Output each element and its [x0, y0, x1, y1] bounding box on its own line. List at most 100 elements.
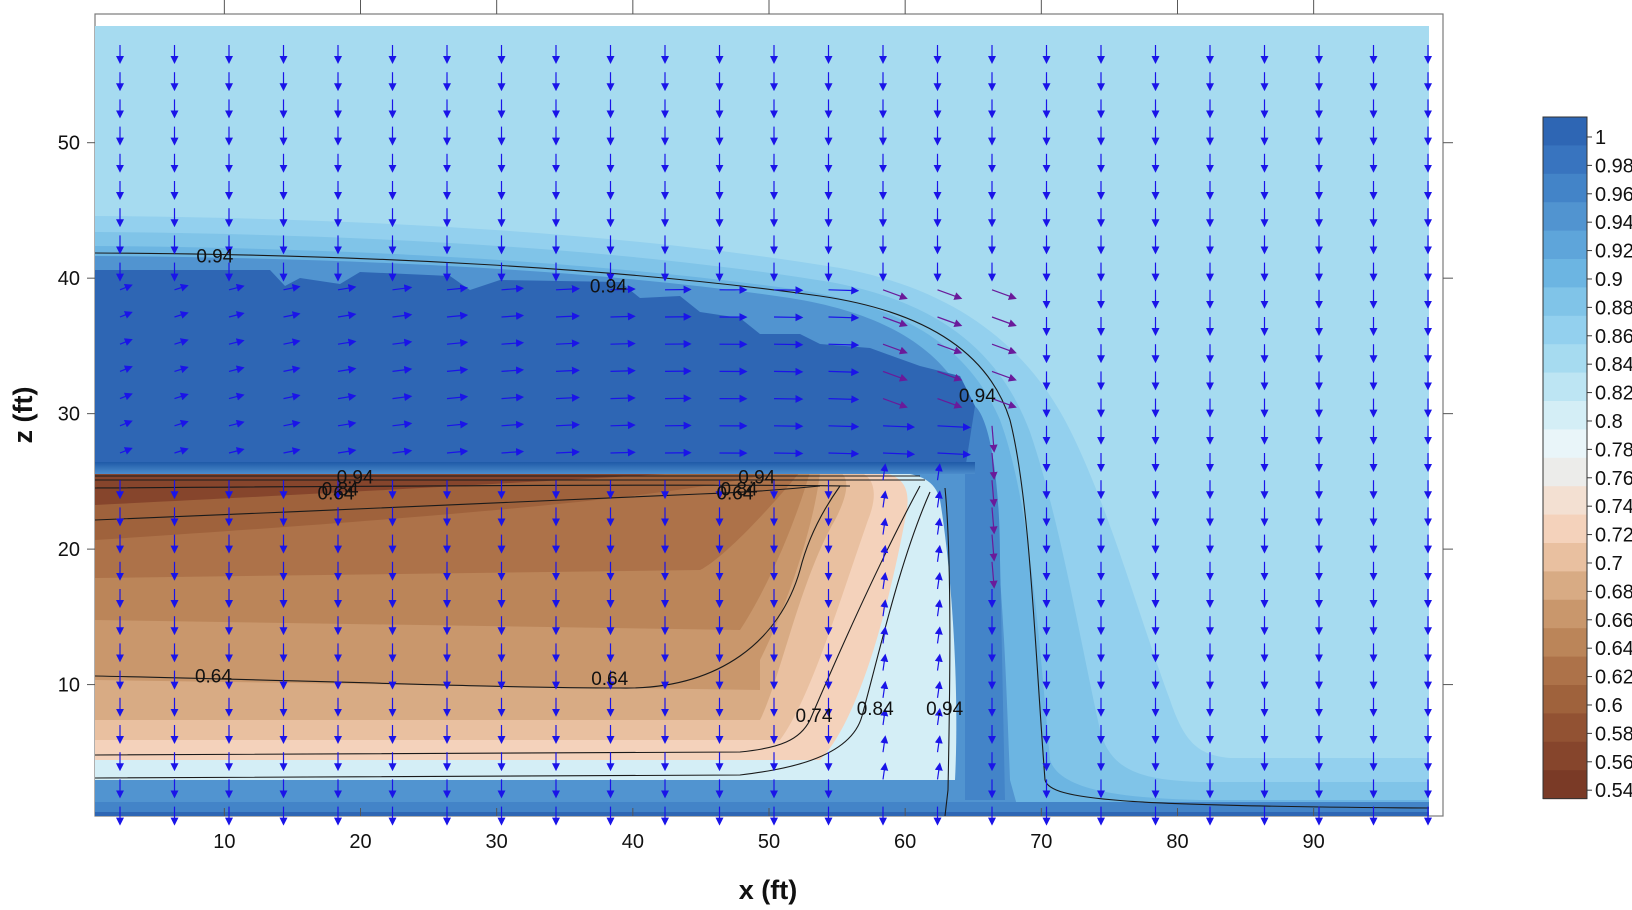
colorbar-swatch	[1543, 230, 1587, 260]
velocity-arrow	[174, 419, 189, 428]
velocity-arrow	[937, 423, 971, 432]
velocity-arrow	[882, 316, 908, 328]
velocity-arrow	[501, 311, 525, 320]
colorbar-swatch	[1543, 685, 1587, 714]
velocity-arrow	[174, 338, 189, 346]
colorbar-swatch	[1543, 457, 1587, 487]
colorbar-swatch	[1543, 202, 1587, 232]
colorbar-swatch	[1543, 315, 1587, 345]
colorbar-label: 0.76	[1595, 468, 1632, 490]
velocity-arrow	[610, 448, 636, 457]
colorbar-label: 0.8	[1595, 411, 1623, 433]
colorbar-label: 0.72	[1595, 525, 1632, 547]
colorbar-label: 0.96	[1595, 184, 1632, 206]
velocity-arrow	[882, 398, 908, 409]
velocity-arrow	[880, 463, 889, 481]
velocity-arrow	[555, 421, 580, 430]
velocity-arrow	[119, 311, 133, 319]
velocity-arrow	[934, 653, 943, 671]
colorbar-label: 0.62	[1595, 667, 1632, 689]
velocity-arrow	[610, 312, 636, 321]
fill-bottom-edge	[95, 812, 1429, 816]
velocity-arrow	[828, 449, 860, 458]
velocity-arrow	[501, 284, 525, 293]
colorbar-label: 0.92	[1595, 241, 1632, 263]
velocity-arrow	[882, 343, 908, 355]
velocity-arrow	[501, 366, 525, 375]
colorbar-swatch	[1543, 741, 1587, 771]
colorbar-label: 0.86	[1595, 326, 1632, 348]
velocity-arrow	[228, 392, 245, 401]
colorbar-swatch	[1543, 401, 1587, 430]
colorbar-swatch	[1543, 173, 1587, 203]
colorbar-label: 0.88	[1595, 297, 1632, 319]
velocity-arrow	[501, 420, 525, 429]
colorbar-label: 0.98	[1595, 155, 1632, 177]
velocity-arrow	[228, 365, 245, 374]
velocity-arrow	[880, 653, 889, 671]
velocity-arrow	[446, 284, 469, 293]
velocity-arrow	[555, 366, 580, 375]
contour-line-094-top	[95, 252, 1430, 809]
colorbar-label: 0.56	[1595, 752, 1632, 774]
velocity-arrow	[119, 338, 133, 346]
colorbar-label: 1	[1595, 127, 1606, 149]
velocity-arrow	[934, 463, 943, 481]
velocity-arrow	[555, 448, 580, 457]
velocity-arrow	[555, 339, 580, 348]
velocity-arrow	[555, 393, 580, 402]
colorbar-label: 0.68	[1595, 581, 1632, 603]
colorbar-swatch	[1543, 259, 1587, 288]
velocity-arrow	[174, 283, 189, 292]
velocity-arrow	[174, 311, 189, 319]
colorbar-label: 0.66	[1595, 610, 1632, 632]
velocity-arrow	[283, 338, 301, 347]
contour-label: 0.84	[721, 480, 758, 501]
contour-label: 0.64	[195, 666, 232, 687]
velocity-arrow	[934, 735, 943, 753]
velocity-arrow	[337, 338, 357, 347]
velocity-arrow	[880, 680, 889, 698]
colorbar-label: 0.82	[1595, 383, 1632, 405]
colorbar-swatch	[1543, 571, 1587, 601]
velocity-arrow	[228, 447, 245, 455]
velocity-arrow	[937, 398, 963, 409]
velocity-arrow	[937, 450, 971, 459]
colorbar-swatch	[1543, 145, 1587, 175]
colorbar-swatch	[1543, 514, 1587, 544]
velocity-arrow	[283, 311, 301, 320]
velocity-arrow	[392, 393, 413, 402]
velocity-arrow	[880, 735, 889, 753]
contour-label: 0.74	[795, 706, 832, 727]
fill-core	[95, 270, 975, 462]
velocity-arrow	[228, 419, 245, 428]
y-axis-title: z (ft)	[8, 387, 38, 444]
colorbar-swatch	[1543, 429, 1587, 459]
velocity-arrow	[337, 447, 357, 456]
colorbar-label: 0.78	[1595, 439, 1632, 461]
velocity-arrow	[283, 447, 301, 456]
velocity-arrow	[991, 289, 1017, 300]
colorbar-label: 0.9	[1595, 269, 1623, 291]
x-tick-label: 20	[349, 831, 371, 853]
colorbar-swatch	[1543, 770, 1587, 800]
velocity-arrow	[283, 392, 301, 401]
colorbar-swatch	[1543, 628, 1587, 658]
velocity-arrow	[283, 419, 301, 428]
velocity-arrow	[392, 365, 413, 374]
colorbar-swatch	[1543, 656, 1587, 686]
velocity-arrow	[991, 398, 1017, 409]
contour-label: 0.64	[716, 484, 753, 505]
velocity-arrow	[174, 447, 189, 455]
velocity-arrow	[119, 283, 133, 292]
velocity-arrow	[828, 422, 860, 431]
velocity-arrow	[174, 365, 189, 374]
velocity-arrow	[337, 420, 357, 429]
contour-label: 0.94	[959, 386, 996, 407]
velocity-arrow	[174, 392, 189, 401]
velocity-arrow	[392, 447, 413, 456]
velocity-arrow	[882, 449, 916, 458]
velocity-arrow	[882, 370, 908, 382]
velocity-arrow	[991, 370, 1017, 382]
